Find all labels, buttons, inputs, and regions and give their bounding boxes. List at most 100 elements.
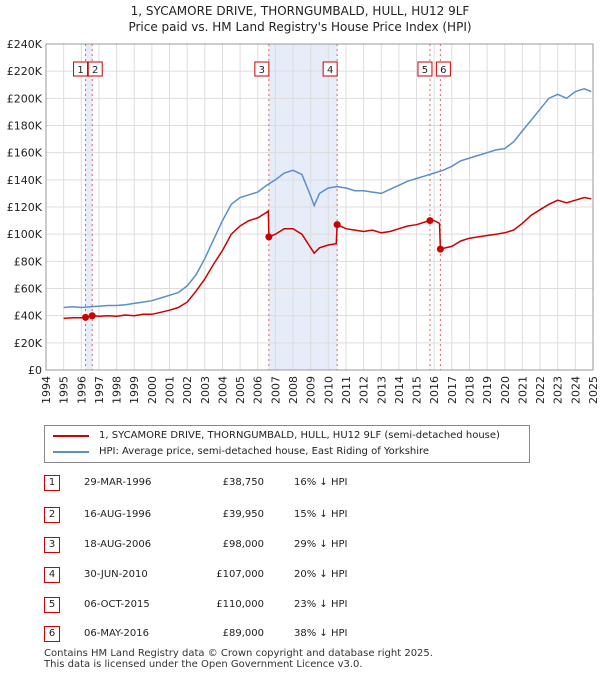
transaction-marker-label: 6 bbox=[440, 65, 446, 76]
y-tick-label: £100K bbox=[7, 228, 43, 241]
chart-title: 1, SYCAMORE DRIVE, THORNGUMBALD, HULL, H… bbox=[130, 4, 470, 18]
y-tick-label: £220K bbox=[7, 65, 43, 78]
y-tick-label: £180K bbox=[7, 120, 43, 133]
y-tick-label: £60K bbox=[14, 283, 43, 296]
transaction-point bbox=[88, 312, 96, 320]
x-tick-label: 2000 bbox=[146, 376, 159, 404]
transaction-date: 06-OCT-2015 bbox=[84, 599, 150, 610]
x-tick-label: 2006 bbox=[252, 376, 265, 404]
transaction-marker-box bbox=[435, 61, 451, 77]
x-tick-label: 1996 bbox=[75, 376, 88, 404]
x-tick-label: 2014 bbox=[393, 376, 406, 404]
transaction-number: 1 bbox=[44, 475, 60, 491]
x-tick-label: 2004 bbox=[216, 376, 229, 404]
x-tick-label: 2015 bbox=[411, 376, 424, 404]
x-tick-label: 2020 bbox=[499, 376, 512, 404]
price-chart: £0 £20K £40K £60K £80K £100K £120K £140K £160K £1… bbox=[7, 38, 600, 404]
transaction-number: 3 bbox=[44, 537, 60, 553]
legend-swatch-property bbox=[53, 435, 89, 437]
transaction-number: 5 bbox=[44, 597, 60, 613]
transaction-number: 6 bbox=[44, 626, 60, 642]
y-tick-label: £20K bbox=[14, 337, 43, 350]
x-tick-label: 2009 bbox=[305, 376, 318, 404]
x-tick-label: 2022 bbox=[534, 376, 547, 404]
transaction-date: 29-MAR-1996 bbox=[84, 477, 152, 488]
x-tick-label: 2007 bbox=[269, 376, 282, 404]
transaction-hpi-diff: 16% ↓ HPI bbox=[294, 477, 348, 488]
x-tick-label: 1998 bbox=[111, 376, 124, 404]
legend-swatch-hpi bbox=[53, 451, 89, 453]
hpi-series-line bbox=[63, 88, 592, 309]
transaction-marker-box bbox=[254, 61, 270, 77]
transaction-hpi-diff: 38% ↓ HPI bbox=[294, 628, 348, 639]
transaction-marker-label: 4 bbox=[327, 65, 333, 76]
transaction-number: 4 bbox=[44, 567, 60, 583]
transaction-marker-label: 1 bbox=[77, 65, 83, 76]
x-tick-label: 1994 bbox=[40, 376, 53, 404]
y-tick-label: £40K bbox=[14, 310, 43, 323]
transaction-marker-label: 5 bbox=[422, 65, 428, 76]
table-row: 4 30-JUN-2010 £107,000 20% ↓ HPI bbox=[44, 565, 564, 585]
x-tick-label: 2017 bbox=[446, 376, 459, 404]
transaction-hpi-diff: 20% ↓ HPI bbox=[294, 569, 348, 580]
transaction-point bbox=[436, 245, 444, 253]
transaction-hpi-diff: 23% ↓ HPI bbox=[294, 599, 348, 610]
x-tick-label: 1999 bbox=[128, 376, 141, 404]
plot-border bbox=[45, 43, 594, 371]
footer-attribution: Contains HM Land Registry data © Crown c… bbox=[44, 648, 433, 670]
x-tick-label: 1995 bbox=[58, 376, 71, 404]
x-tick-label: 2016 bbox=[428, 376, 441, 404]
transaction-date: 16-AUG-1996 bbox=[84, 509, 152, 520]
transaction-marker-box bbox=[73, 61, 89, 77]
transaction-marker-label: 3 bbox=[259, 65, 265, 76]
transaction-price: £89,000 bbox=[222, 628, 264, 639]
x-tick-label: 2021 bbox=[516, 376, 529, 404]
transaction-marker-box bbox=[417, 61, 433, 77]
chart-subtitle: Price paid vs. HM Land Registry's House … bbox=[128, 20, 472, 34]
y-tick-label: £120K bbox=[7, 201, 43, 214]
table-row: 6 06-MAY-2016 £89,000 38% ↓ HPI bbox=[44, 624, 564, 644]
x-tick-label: 2012 bbox=[358, 376, 371, 404]
y-tick-label: £80K bbox=[14, 255, 43, 268]
x-tick-label: 2018 bbox=[463, 376, 476, 404]
y-tick-label: £160K bbox=[7, 147, 43, 160]
x-tick-label: 2011 bbox=[340, 376, 353, 404]
transaction-point bbox=[333, 221, 341, 229]
transaction-marker-box bbox=[87, 61, 103, 77]
transaction-date: 30-JUN-2010 bbox=[84, 569, 148, 580]
transaction-price: £110,000 bbox=[216, 599, 264, 610]
table-row: 2 16-AUG-1996 £39,950 15% ↓ HPI bbox=[44, 505, 564, 525]
x-tick-label: 2013 bbox=[375, 376, 388, 404]
table-row: 1 29-MAR-1996 £38,750 16% ↓ HPI bbox=[44, 473, 564, 493]
y-tick-label: £140K bbox=[7, 174, 43, 187]
transaction-hpi-diff: 15% ↓ HPI bbox=[294, 509, 348, 520]
transaction-point bbox=[82, 313, 90, 321]
transaction-price: £107,000 bbox=[216, 569, 264, 580]
transaction-price: £38,750 bbox=[222, 477, 264, 488]
table-row: 3 18-AUG-2006 £98,000 29% ↓ HPI bbox=[44, 535, 564, 555]
x-tick-label: 2023 bbox=[552, 376, 565, 404]
x-tick-label: 2002 bbox=[181, 376, 194, 404]
y-tick-label: £0 bbox=[28, 364, 42, 377]
transaction-price: £98,000 bbox=[222, 539, 264, 550]
x-tick-label: 1997 bbox=[93, 376, 106, 404]
transaction-hpi-diff: 29% ↓ HPI bbox=[294, 539, 348, 550]
transaction-number: 2 bbox=[44, 507, 60, 523]
transaction-marker-label: 2 bbox=[92, 65, 98, 76]
footer-licence: This data is licensed under the Open Gov… bbox=[44, 659, 363, 670]
x-tick-label: 2024 bbox=[569, 376, 582, 404]
transaction-marker-box bbox=[322, 61, 338, 77]
legend-item-property: 1, SYCAMORE DRIVE, THORNGUMBALD, HULL, H… bbox=[53, 428, 523, 444]
x-tick-label: 2010 bbox=[322, 376, 335, 404]
legend-item-hpi: HPI: Average price, semi-detached house,… bbox=[53, 444, 523, 460]
legend-label-property: 1, SYCAMORE DRIVE, THORNGUMBALD, HULL, H… bbox=[99, 430, 500, 441]
x-tick-label: 2019 bbox=[481, 376, 494, 404]
x-tick-label: 2025 bbox=[587, 376, 600, 404]
x-tick-label: 2003 bbox=[199, 376, 212, 404]
property-series-line bbox=[63, 196, 592, 320]
x-tick-label: 2005 bbox=[234, 376, 247, 404]
transaction-price: £39,950 bbox=[222, 509, 264, 520]
transaction-date: 06-MAY-2016 bbox=[84, 628, 150, 639]
transaction-date: 18-AUG-2006 bbox=[84, 539, 152, 550]
x-tick-label: 2001 bbox=[164, 376, 177, 404]
